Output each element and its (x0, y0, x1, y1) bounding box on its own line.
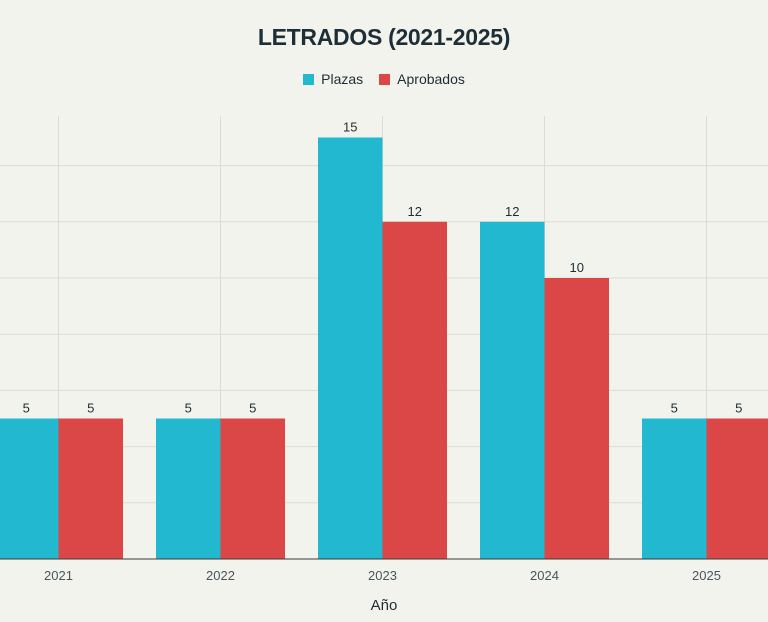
data-label-plazas-2021: 5 (23, 401, 30, 416)
x-tick-labels: 2021 2022 2023 2024 2025 (44, 568, 721, 583)
legend-label-aprobados: Aprobados (397, 71, 465, 87)
bar-aprobados-2023 (382, 221, 447, 560)
legend-item-plazas: Plazas (303, 71, 363, 87)
legend: Plazas Aprobados (0, 71, 768, 87)
data-label-aprobados-2024: 10 (570, 260, 584, 275)
bar-plazas-2021 (0, 418, 59, 559)
legend-swatch-plazas (303, 73, 315, 85)
bar-aprobados-2022 (220, 418, 285, 559)
x-tick-label-2025: 2025 (692, 568, 721, 583)
data-label-plazas-2023: 15 (343, 120, 357, 135)
data-label-aprobados-2021: 5 (87, 401, 94, 416)
data-label-plazas-2024: 12 (505, 204, 519, 219)
x-tick-label-2023: 2023 (368, 568, 397, 583)
x-tick-label-2024: 2024 (530, 568, 559, 583)
data-label-aprobados-2022: 5 (249, 401, 256, 416)
legend-label-plazas: Plazas (321, 71, 364, 87)
data-labels: 5 5 15 12 5 5 5 12 10 5 (23, 120, 743, 416)
x-tick-label-2022: 2022 (206, 568, 235, 583)
x-tick-label-2021: 2021 (44, 568, 73, 583)
bar-plazas-2022 (156, 418, 221, 559)
data-label-aprobados-2025: 5 (735, 401, 742, 416)
x-axis-title: Año (370, 597, 398, 614)
bars (0, 137, 768, 560)
bar-plazas-2024 (480, 221, 545, 560)
bar-aprobados-2024 (544, 278, 609, 559)
legend-swatch-aprobados (379, 73, 391, 85)
bar-aprobados-2025 (706, 418, 768, 559)
legend-item-aprobados: Aprobados (379, 71, 465, 87)
chart-title: LETRADOS (2021-2025) (257, 24, 511, 50)
bar-plazas-2025 (642, 418, 707, 559)
data-label-plazas-2022: 5 (185, 401, 192, 416)
bar-aprobados-2021 (58, 418, 123, 559)
bar-plazas-2023 (318, 137, 383, 559)
data-label-aprobados-2023: 12 (408, 204, 422, 219)
data-label-plazas-2025: 5 (671, 401, 678, 416)
